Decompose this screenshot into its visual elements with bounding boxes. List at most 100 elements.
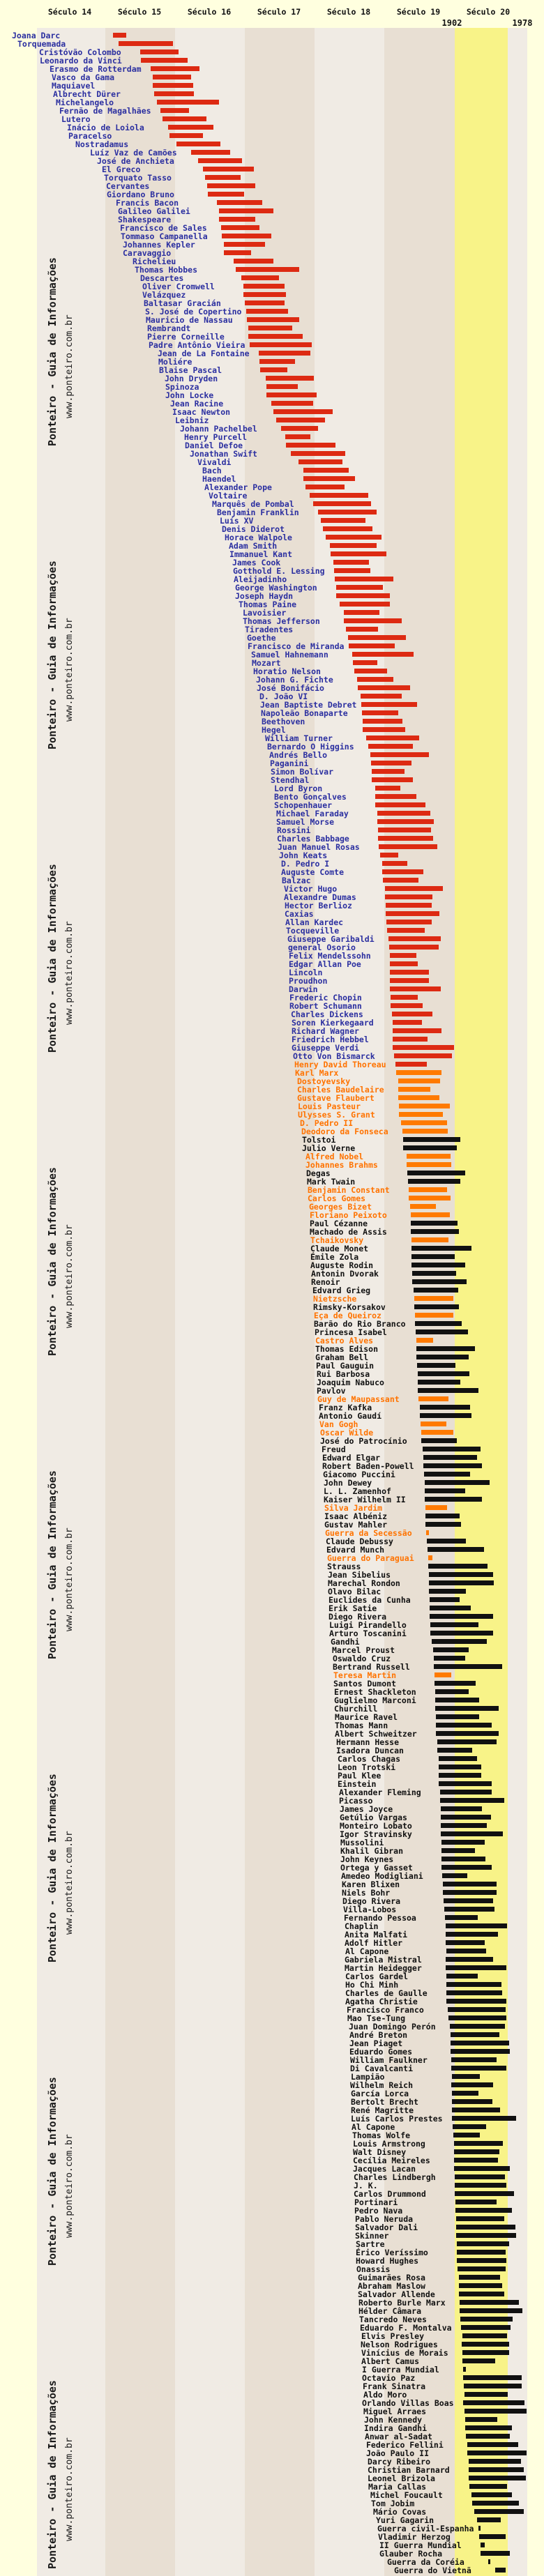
lifespan-bar	[392, 1012, 432, 1016]
person-label: Albrecht Dürer	[53, 89, 121, 99]
lifespan-bar	[141, 58, 188, 63]
lifespan-bar	[437, 1748, 472, 1753]
lifespan-bar	[453, 2133, 480, 2137]
lifespan-bar	[260, 367, 287, 372]
lifespan-bar	[481, 2551, 510, 2556]
lifespan-bar	[454, 2149, 499, 2154]
lifespan-bar	[414, 1304, 459, 1309]
person-label: Eduardo Gomes	[349, 2047, 413, 2057]
person-label: Maurice Ravel	[335, 1712, 398, 1722]
person-label: Rossini	[277, 825, 311, 835]
lifespan-bar	[416, 1338, 433, 1343]
person-label: Hegel	[262, 725, 286, 735]
lifespan-bar	[176, 142, 220, 146]
person-label: Antonio Gaudí	[319, 1411, 382, 1421]
person-label: Dostoyevsky	[297, 1076, 351, 1086]
lifespan-bar	[456, 2216, 504, 2221]
lifespan-bar	[246, 309, 288, 314]
person-label: Mozart	[252, 658, 281, 668]
lifespan-bar	[414, 1296, 453, 1301]
lifespan-bar	[375, 802, 425, 807]
lifespan-bar	[439, 1765, 481, 1769]
person-label: Baltasar Gracián	[144, 298, 221, 308]
lifespan-bar	[441, 1865, 492, 1870]
lifespan-bar	[276, 418, 325, 422]
lifespan-bar	[241, 275, 279, 280]
lifespan-bar	[368, 744, 413, 749]
lifespan-bar	[463, 2367, 466, 2372]
lifespan-bar	[250, 342, 312, 347]
person-label: Schopenhauer	[274, 800, 333, 810]
person-label: Amedeo Modigliani	[341, 1871, 423, 1881]
lifespan-bar	[435, 1681, 476, 1686]
person-label: Cervantes	[106, 181, 150, 191]
lifespan-bar	[471, 2492, 512, 2497]
person-label: Mark Twain	[307, 1177, 356, 1187]
person-label: Glauber Rocha	[379, 2549, 443, 2559]
person-label: Fernão de Magalhães	[59, 106, 151, 116]
lifespan-bar	[403, 1137, 460, 1142]
person-label: Guy de Maupassant	[317, 1394, 400, 1404]
lifespan-bar	[248, 334, 303, 339]
person-label: Jean de La Fontaine	[158, 349, 250, 358]
lifespan-bar	[208, 192, 244, 197]
lifespan-bar	[411, 1246, 471, 1251]
lifespan-bar	[313, 501, 371, 506]
lifespan-bar	[451, 2057, 497, 2062]
person-label: Al Capone	[345, 1946, 389, 1956]
lifespan-bar	[245, 300, 285, 305]
person-label: Simon Bolívar	[271, 767, 334, 777]
person-label: Alexander Pope	[204, 482, 272, 492]
person-label: Guerra do Vietnã	[394, 2566, 471, 2575]
person-label: John Keynes	[340, 1854, 394, 1864]
century-label: Século 18	[326, 7, 371, 17]
watermark-site-name: Ponteiro - Guia de Informações	[46, 864, 59, 1053]
lifespan-bar	[478, 2526, 481, 2531]
lifespan-bar	[412, 1279, 467, 1284]
person-label: Marquês de Pombal	[212, 499, 294, 509]
lifespan-bar	[436, 1731, 499, 1736]
lifespan-bar	[446, 1990, 502, 1995]
lifespan-bar	[160, 108, 189, 113]
century-stripe-dark	[384, 28, 455, 2576]
person-label: Oswaldo Cruz	[333, 1654, 391, 1663]
person-label: Nelson Rodrigues	[361, 2340, 438, 2349]
lifespan-bar	[415, 1313, 453, 1318]
person-label: Giacomo Puccini	[323, 1470, 395, 1479]
person-label: Agatha Christie	[345, 1997, 418, 2006]
lifespan-bar	[448, 2007, 506, 2012]
person-label: Onassis	[356, 2264, 391, 2274]
watermark-site-url: www.ponteiro.com.br	[64, 921, 75, 1025]
lifespan-bar	[353, 660, 377, 665]
person-label: Eça de Queiroz	[314, 1311, 381, 1320]
lifespan-bar	[395, 1062, 427, 1067]
person-label: Adam Smith	[229, 541, 278, 551]
lifespan-bar	[467, 2442, 518, 2447]
lifespan-bar	[459, 2283, 502, 2288]
person-label: Gotthold E. Lessing	[233, 566, 325, 576]
lifespan-bar	[425, 1497, 482, 1502]
person-label: Giuseppe Verdi	[292, 1043, 359, 1053]
lifespan-bar	[453, 2124, 486, 2129]
person-label: Anwar al-Sadat	[365, 2432, 432, 2441]
lifespan-bar	[281, 426, 318, 431]
lifespan-bar	[361, 702, 417, 707]
lifespan-bar	[429, 1580, 494, 1585]
person-label: Diego Rivera	[342, 1896, 401, 1906]
person-label: Napoleão Bonaparte	[261, 708, 348, 718]
person-label: Benjamin Constant	[308, 1185, 390, 1195]
lifespan-bar	[417, 1363, 455, 1368]
lifespan-bar	[452, 2108, 500, 2112]
person-label: Paul Gauguin	[316, 1361, 375, 1371]
lifespan-bar	[437, 1739, 497, 1744]
lifespan-bar	[168, 125, 213, 130]
person-label: Samuel Hahnemann	[251, 650, 328, 660]
lifespan-bar	[443, 1882, 497, 1887]
person-label: José de Anchieta	[97, 156, 174, 166]
person-label: Andrés Bello	[269, 750, 328, 760]
person-label: Leibniz	[175, 416, 209, 425]
person-label: Salvador Dali	[355, 2223, 418, 2232]
person-label: Haendel	[202, 474, 236, 484]
lifespan-bar	[446, 1940, 485, 1945]
watermark-site-url: www.ponteiro.com.br	[64, 2134, 75, 2238]
